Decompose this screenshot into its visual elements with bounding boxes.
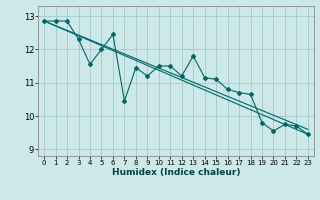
X-axis label: Humidex (Indice chaleur): Humidex (Indice chaleur) <box>112 168 240 177</box>
